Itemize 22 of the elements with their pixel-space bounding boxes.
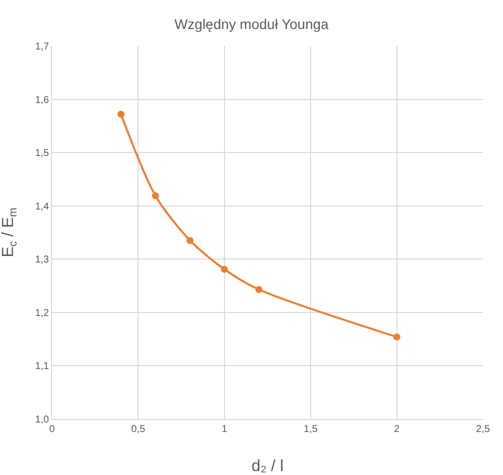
point [220,266,228,273]
x-tick-label: 2,5 [476,424,490,435]
y-tick-label: 1,3 [35,254,50,266]
point [186,236,194,244]
point [255,286,262,294]
x-tick-label: 0,5 [131,424,146,435]
chart-title: Względny moduł Younga [174,16,329,32]
y-tick-label: 1,1 [35,361,50,372]
x-tick-label: 1,5 [304,424,318,435]
x-tick-label: 2 [394,424,400,435]
y-tick-label: 1,4 [35,201,50,212]
y-tick-label: 1,2 [35,308,50,319]
x-tick-label: 0 [49,424,56,435]
y-tick-label: 1,7 [35,42,50,52]
y-tick-label: 1,0 [35,414,50,426]
point [117,110,124,118]
y-tick-label: 1,6 [35,94,50,106]
point [152,192,159,200]
point [393,333,400,340]
x-tick-label: 1 [222,424,228,435]
y-tick-label: 1,5 [35,148,50,160]
x-axis-title: d₂ / l [252,458,284,475]
